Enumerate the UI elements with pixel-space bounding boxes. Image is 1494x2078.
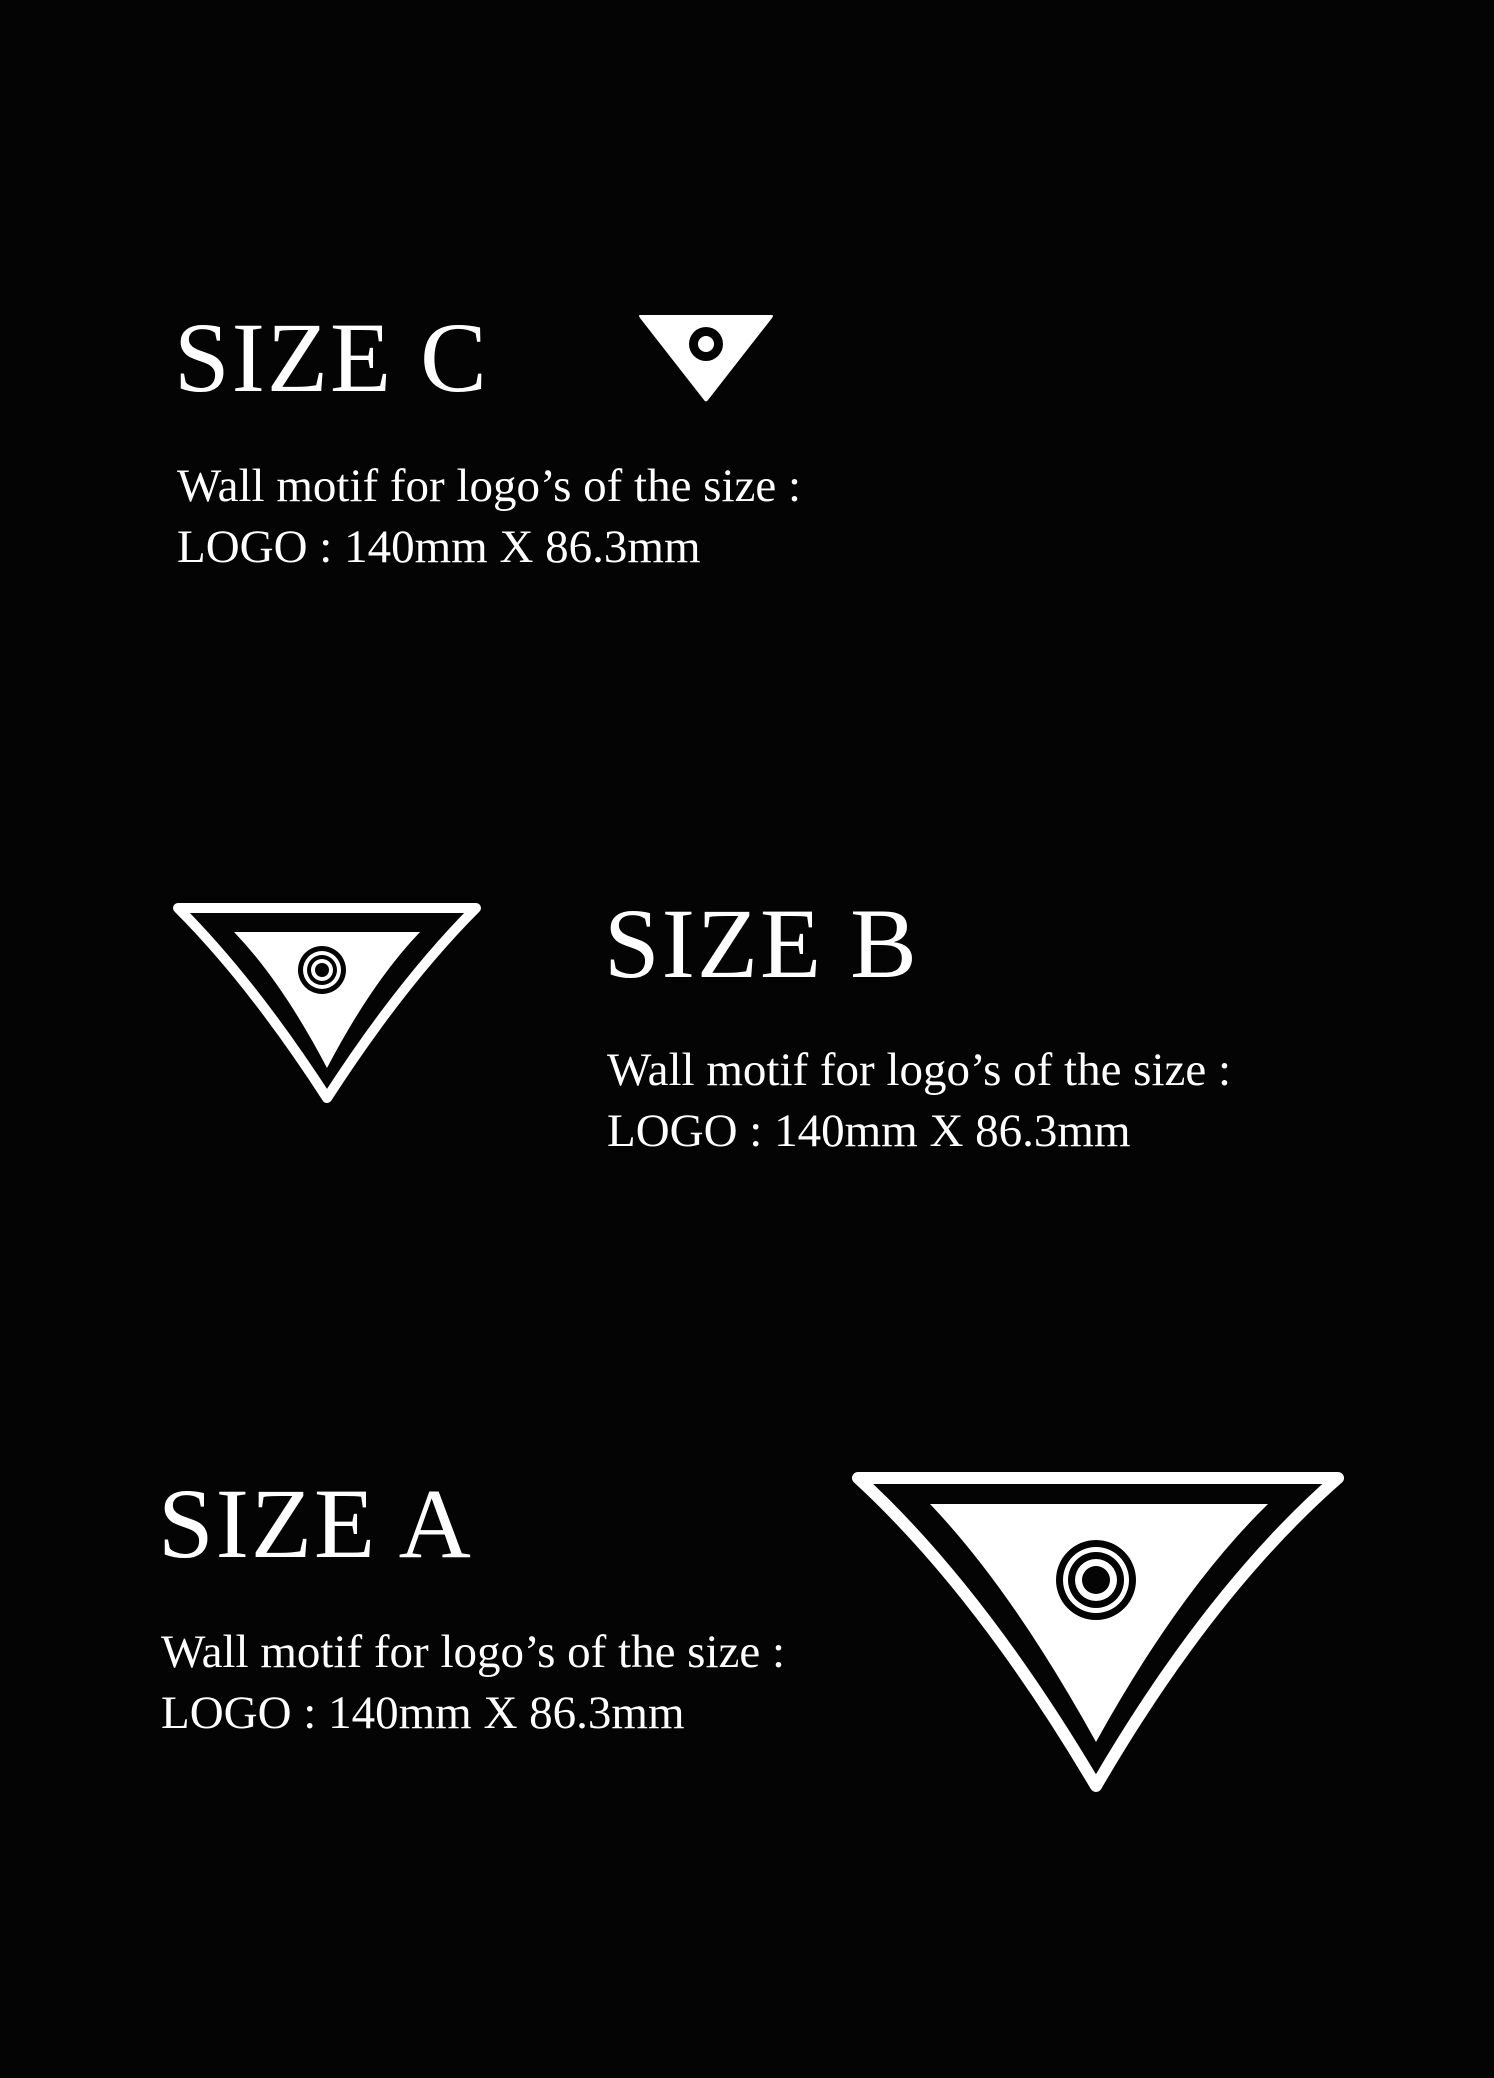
size-c-description-line2: LOGO : 140mm X 86.3mm <box>177 521 701 573</box>
size-a-description-line1: Wall motif for logo’s of the size : <box>161 1626 786 1678</box>
size-c-description: Wall motif for logo’s of the size : LOGO… <box>177 456 801 578</box>
triangle-eye-large-icon <box>852 1472 1344 1792</box>
triangle-eye-small-icon <box>639 315 773 402</box>
size-a-heading: SIZE A <box>158 1468 473 1579</box>
size-b-heading: SIZE B <box>604 888 919 999</box>
size-a-description: Wall motif for logo’s of the size : LOGO… <box>161 1622 785 1744</box>
size-c-heading: SIZE C <box>174 302 489 413</box>
size-a-description-line2: LOGO : 140mm X 86.3mm <box>161 1687 685 1739</box>
size-b-description: Wall motif for logo’s of the size : LOGO… <box>607 1040 1231 1162</box>
triangle-eye-medium-icon <box>173 903 481 1103</box>
size-c-description-line1: Wall motif for logo’s of the size : <box>177 460 802 512</box>
size-b-description-line1: Wall motif for logo’s of the size : <box>607 1044 1232 1096</box>
size-b-description-line2: LOGO : 140mm X 86.3mm <box>607 1105 1131 1157</box>
